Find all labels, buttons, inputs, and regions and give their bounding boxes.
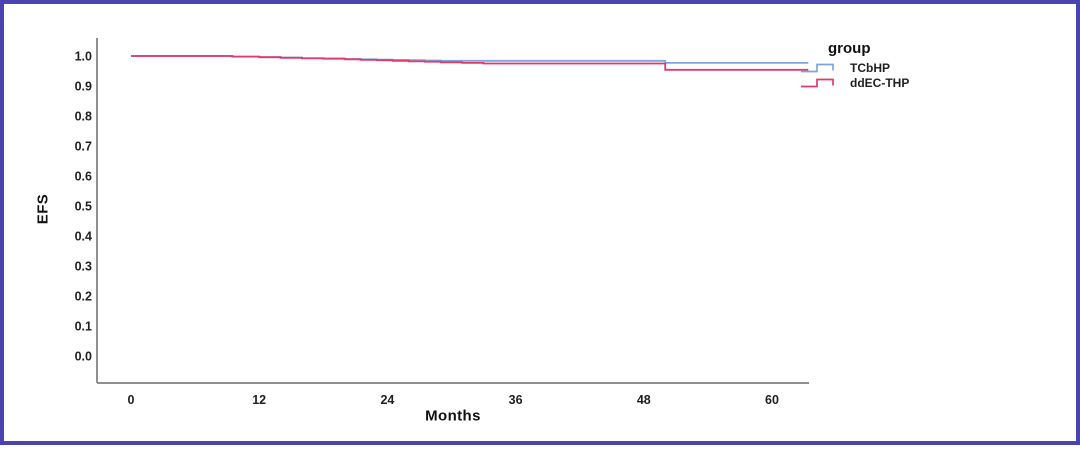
legend-entry-ddec-thp: ddEC-THP — [800, 75, 909, 90]
x-tick-label: 60 — [765, 393, 779, 407]
x-tick-label: 48 — [637, 393, 651, 407]
x-tick-label: 36 — [509, 393, 523, 407]
y-tick-label: 0.9 — [75, 80, 92, 94]
tcbhp-step-line-icon — [801, 63, 834, 73]
y-tick-label: 0.5 — [75, 200, 92, 214]
y-tick-label: 0.2 — [75, 290, 92, 304]
y-tick-label: 0.8 — [75, 110, 92, 124]
series-line-ddec-thp — [131, 55, 809, 71]
y-tick-label: 0.1 — [75, 320, 92, 334]
ddec-thp-step-line-icon — [801, 78, 834, 88]
y-axis-title: EFS — [34, 193, 52, 225]
x-axis-title: Months — [425, 407, 481, 425]
x-tick-label: 12 — [252, 393, 266, 407]
legend-label-ddec-thp: ddEC-THP — [850, 75, 910, 90]
legend-label-tcbhp: TCbHP — [850, 60, 890, 75]
x-tick-label: 24 — [380, 393, 394, 407]
km-plot-canvas: 1.0 0.9 0.8 0.7 0.6 0.5 0.4 0.3 0.2 0.1 0.0 0 12 24 36… — [75, 38, 809, 407]
y-tick-label: 0.7 — [75, 140, 92, 154]
x-tick-label: 0 — [128, 393, 135, 407]
y-tick-label: 0.3 — [75, 260, 92, 274]
legend-title: group — [828, 40, 871, 57]
legend: group TCbHP ddEC-THP — [800, 40, 909, 90]
y-tick-label: 1.0 — [75, 50, 92, 64]
y-tick-label: 0.6 — [75, 170, 92, 184]
legend-entry-tcbhp: TCbHP — [800, 60, 909, 75]
y-tick-label: 0.4 — [75, 230, 92, 244]
y-tick-label: 0.0 — [75, 350, 92, 364]
